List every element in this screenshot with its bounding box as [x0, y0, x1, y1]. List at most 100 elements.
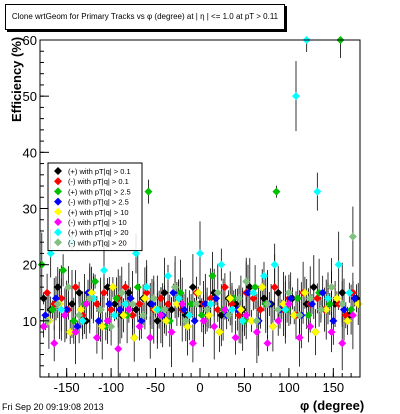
x-tick-label: 150	[322, 380, 344, 395]
data-point	[235, 294, 244, 303]
data-point	[213, 288, 222, 297]
data-point	[213, 305, 222, 314]
data-point	[132, 249, 140, 258]
data-point	[149, 294, 158, 303]
data-point	[306, 294, 315, 303]
data-point	[188, 283, 197, 292]
data-point	[68, 299, 76, 308]
data-point	[105, 299, 114, 308]
legend-label: (-) with pT|q| > 0.1	[68, 177, 129, 186]
data-point	[135, 322, 144, 331]
data-point	[132, 305, 140, 314]
data-point	[50, 339, 59, 348]
data-point	[350, 294, 359, 303]
data-point	[338, 288, 347, 297]
data-point	[128, 311, 137, 320]
data-point	[39, 322, 48, 331]
data-point	[242, 277, 251, 286]
data-point	[293, 294, 302, 303]
data-point	[59, 266, 68, 275]
data-point	[272, 187, 281, 196]
data-point	[114, 344, 123, 353]
data-point	[121, 283, 130, 292]
chart-title-box: Clone wrtGeom for Primary Tracks vs φ (d…	[5, 4, 285, 30]
data-point	[110, 311, 119, 320]
data-point	[274, 316, 283, 325]
legend-marker	[54, 177, 62, 186]
data-point	[304, 311, 313, 320]
data-point	[256, 305, 265, 314]
data-point	[311, 327, 320, 337]
data-point	[65, 327, 75, 337]
data-point	[57, 305, 66, 314]
data-point	[92, 299, 101, 308]
data-point	[107, 322, 116, 331]
data-point	[128, 299, 137, 308]
data-point	[142, 283, 151, 292]
legend-label: (+) with pT|q| > 20	[68, 228, 129, 237]
data-point	[210, 322, 219, 331]
data-point	[112, 294, 121, 303]
x-tick-label: -50	[146, 380, 165, 395]
data-point	[215, 327, 224, 337]
data-point	[85, 294, 94, 303]
data-point	[94, 316, 103, 325]
x-axis-label: φ (degree)	[300, 398, 365, 413]
data-point	[329, 316, 338, 325]
data-point	[164, 271, 172, 280]
data-point	[295, 333, 304, 342]
data-point	[249, 294, 258, 303]
y-tick-label: 10	[23, 314, 37, 329]
data-point	[121, 299, 130, 308]
legend-marker	[54, 187, 62, 196]
data-point	[217, 260, 226, 269]
data-point	[82, 299, 91, 308]
y-tick-label: 20	[23, 258, 37, 273]
data-point	[193, 288, 203, 298]
data-point	[116, 305, 124, 314]
data-point	[156, 311, 165, 320]
data-point	[108, 282, 118, 292]
data-point	[71, 328, 80, 337]
data-point	[270, 283, 279, 292]
data-point	[208, 271, 217, 280]
legend-label: (-) with pT|q| > 10	[68, 218, 127, 227]
legend: (+) with pT|q| > 0.1(-) with pT|q| > 0.1…	[47, 162, 143, 252]
y-tick-label: 40	[23, 145, 37, 160]
data-point	[181, 316, 190, 325]
legend-marker	[54, 167, 62, 175]
data-point	[48, 305, 57, 314]
data-point	[91, 277, 100, 286]
data-point	[203, 305, 212, 314]
data-point	[228, 305, 236, 314]
data-point	[75, 311, 84, 320]
data-point	[274, 288, 283, 297]
data-point	[92, 333, 101, 342]
data-point	[100, 288, 108, 297]
data-point	[53, 299, 62, 308]
data-point	[53, 283, 62, 292]
data-point	[257, 282, 267, 292]
data-point	[224, 311, 233, 320]
data-point	[100, 266, 108, 275]
data-point	[188, 339, 197, 348]
data-point	[192, 299, 201, 308]
markers-layer	[37, 36, 363, 353]
data-point	[300, 288, 310, 298]
data-point	[334, 260, 343, 269]
data-point	[133, 283, 142, 292]
x-tick-label: -150	[54, 380, 80, 395]
data-point	[153, 305, 162, 314]
data-point	[324, 294, 332, 303]
y-tick-label: 30	[23, 202, 37, 217]
data-point	[146, 333, 155, 342]
data-point	[78, 316, 87, 325]
data-point	[103, 316, 112, 325]
data-point	[185, 311, 194, 320]
data-point	[161, 316, 171, 326]
data-point	[295, 311, 304, 320]
x-tick-label: 0	[196, 380, 203, 395]
data-point	[140, 294, 150, 303]
data-point	[139, 311, 148, 320]
data-point	[167, 328, 176, 337]
